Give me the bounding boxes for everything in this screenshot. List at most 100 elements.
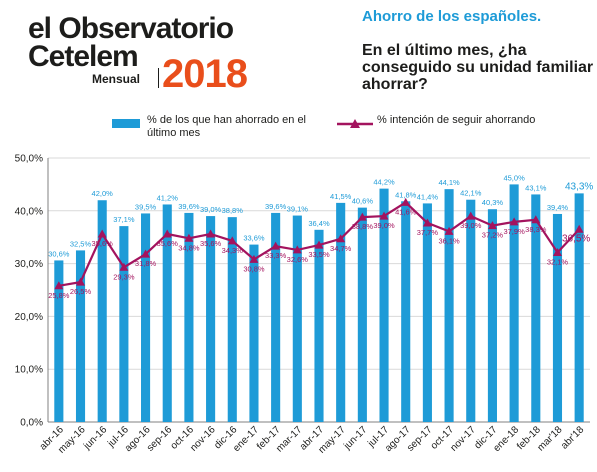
line-marker	[249, 254, 259, 263]
line-data-label: 29,3%	[113, 272, 135, 281]
logo-subtitle: Mensual	[92, 72, 141, 86]
bar-data-label: 33,6%	[243, 234, 265, 243]
x-tick-label: sep-16	[145, 424, 175, 454]
x-tick-label: abr'18	[559, 424, 587, 452]
bar-data-label: 40,6%	[352, 197, 374, 206]
line-marker	[444, 226, 454, 235]
bar	[401, 201, 411, 422]
y-tick-label: 0,0%	[20, 418, 43, 429]
bar	[271, 212, 281, 422]
line-data-label: 37,9%	[503, 227, 525, 236]
bar	[162, 204, 172, 422]
bar	[206, 216, 216, 422]
bar	[292, 215, 302, 422]
bar	[97, 200, 107, 422]
line-data-label: 32,6%	[287, 255, 309, 264]
line-marker	[487, 221, 497, 230]
bar-data-label: 43,1%	[525, 183, 547, 192]
line-data-label: 37,2%	[482, 231, 504, 240]
line-marker	[292, 245, 302, 254]
line-marker	[76, 277, 86, 286]
y-tick-label: 40,0%	[15, 206, 43, 217]
line-data-label: 38,3%	[525, 225, 547, 234]
bar-data-label: 41,4%	[417, 192, 439, 201]
bar-data-label: 44,2%	[373, 178, 395, 187]
logo-line1: el Observatorio	[28, 12, 234, 45]
line-data-label: 35,6%	[157, 239, 179, 248]
line-data-label: 26,5%	[70, 287, 92, 296]
bar	[54, 260, 64, 422]
bar	[422, 203, 432, 422]
bar-data-label: 39,5%	[135, 202, 157, 211]
line-marker	[509, 217, 519, 226]
bar-data-label: 41,8%	[395, 190, 417, 199]
line-data-label: 39,0%	[460, 221, 482, 230]
bar-data-label: 30,6%	[48, 249, 70, 258]
line-marker	[54, 281, 64, 290]
bar	[487, 209, 497, 422]
line-data-label: 34,8%	[178, 243, 200, 252]
bar-data-label: 40,3%	[482, 198, 504, 207]
x-tick-label: sep-17	[405, 424, 435, 454]
x-tick-label: mar'18	[535, 424, 564, 453]
line-data-label: 32,1%	[547, 258, 569, 267]
line-data-label: 33,5%	[308, 250, 330, 259]
line-data-label: 34,3%	[222, 246, 244, 255]
logo-separator	[158, 68, 159, 88]
bar	[357, 207, 367, 422]
line-data-label: 36,1%	[438, 236, 460, 245]
bar-data-label: 36,4%	[308, 219, 330, 228]
bar	[552, 213, 563, 422]
bar-data-label: 42,1%	[460, 189, 482, 198]
line-marker	[119, 262, 129, 271]
line-data-label: 33,3%	[265, 251, 287, 260]
y-tick-label: 30,0%	[15, 259, 43, 270]
legend-bar-swatch	[112, 119, 140, 128]
bar-data-label: 39,1%	[287, 205, 309, 214]
x-tick-label: nov-17	[448, 424, 478, 454]
bar-data-label: 45,0%	[503, 173, 525, 182]
bar	[531, 194, 541, 422]
line-data-label: 37,7%	[417, 228, 439, 237]
line-data-label: 39,0%	[373, 221, 395, 230]
y-tick-label: 50,0%	[15, 154, 43, 165]
bar-data-label: 32,5%	[70, 239, 92, 248]
logo-year: 2018	[162, 52, 248, 96]
bar	[141, 213, 151, 422]
bar-data-label: 41,2%	[157, 193, 179, 202]
legend-line-swatch	[337, 119, 373, 128]
legend-bar-label: % de los que han ahorrado en el último m…	[147, 114, 307, 139]
line-marker	[336, 234, 346, 243]
bar	[509, 184, 519, 422]
line-marker	[466, 211, 476, 220]
y-tick-label: 10,0%	[15, 365, 43, 376]
line-marker	[401, 197, 411, 206]
line-marker	[552, 248, 562, 257]
brand-logo: el Observatorio Cetelem Mensual 2018	[28, 12, 278, 96]
bar	[574, 193, 584, 422]
line-data-label: 34,7%	[330, 244, 352, 253]
line-marker	[379, 211, 389, 220]
bar	[249, 244, 259, 422]
bar-data-label: 42,0%	[92, 189, 114, 198]
line-data-label: 30,8%	[243, 264, 265, 273]
legend-line-label: % intención de seguir ahorrando	[377, 114, 536, 126]
bar-data-label: 44,1%	[438, 178, 460, 187]
line-marker	[357, 212, 367, 221]
bar-data-label: 39,6%	[178, 202, 200, 211]
line-data-label: 35,6%	[200, 239, 222, 248]
line-marker	[271, 241, 281, 250]
bar-data-label: 38,8%	[222, 206, 244, 215]
line-data-label: 31,8%	[135, 259, 157, 268]
line-data-label: 38,8%	[352, 222, 374, 231]
x-tick-label: jun-16	[81, 424, 109, 452]
line-data-label: 35,6%	[92, 239, 114, 248]
line-marker	[141, 249, 151, 258]
bar	[184, 212, 194, 422]
bar	[75, 250, 86, 422]
bar	[444, 189, 454, 422]
line-marker	[184, 233, 194, 242]
bar-data-label: 39,6%	[265, 202, 287, 211]
line-marker	[206, 229, 216, 238]
